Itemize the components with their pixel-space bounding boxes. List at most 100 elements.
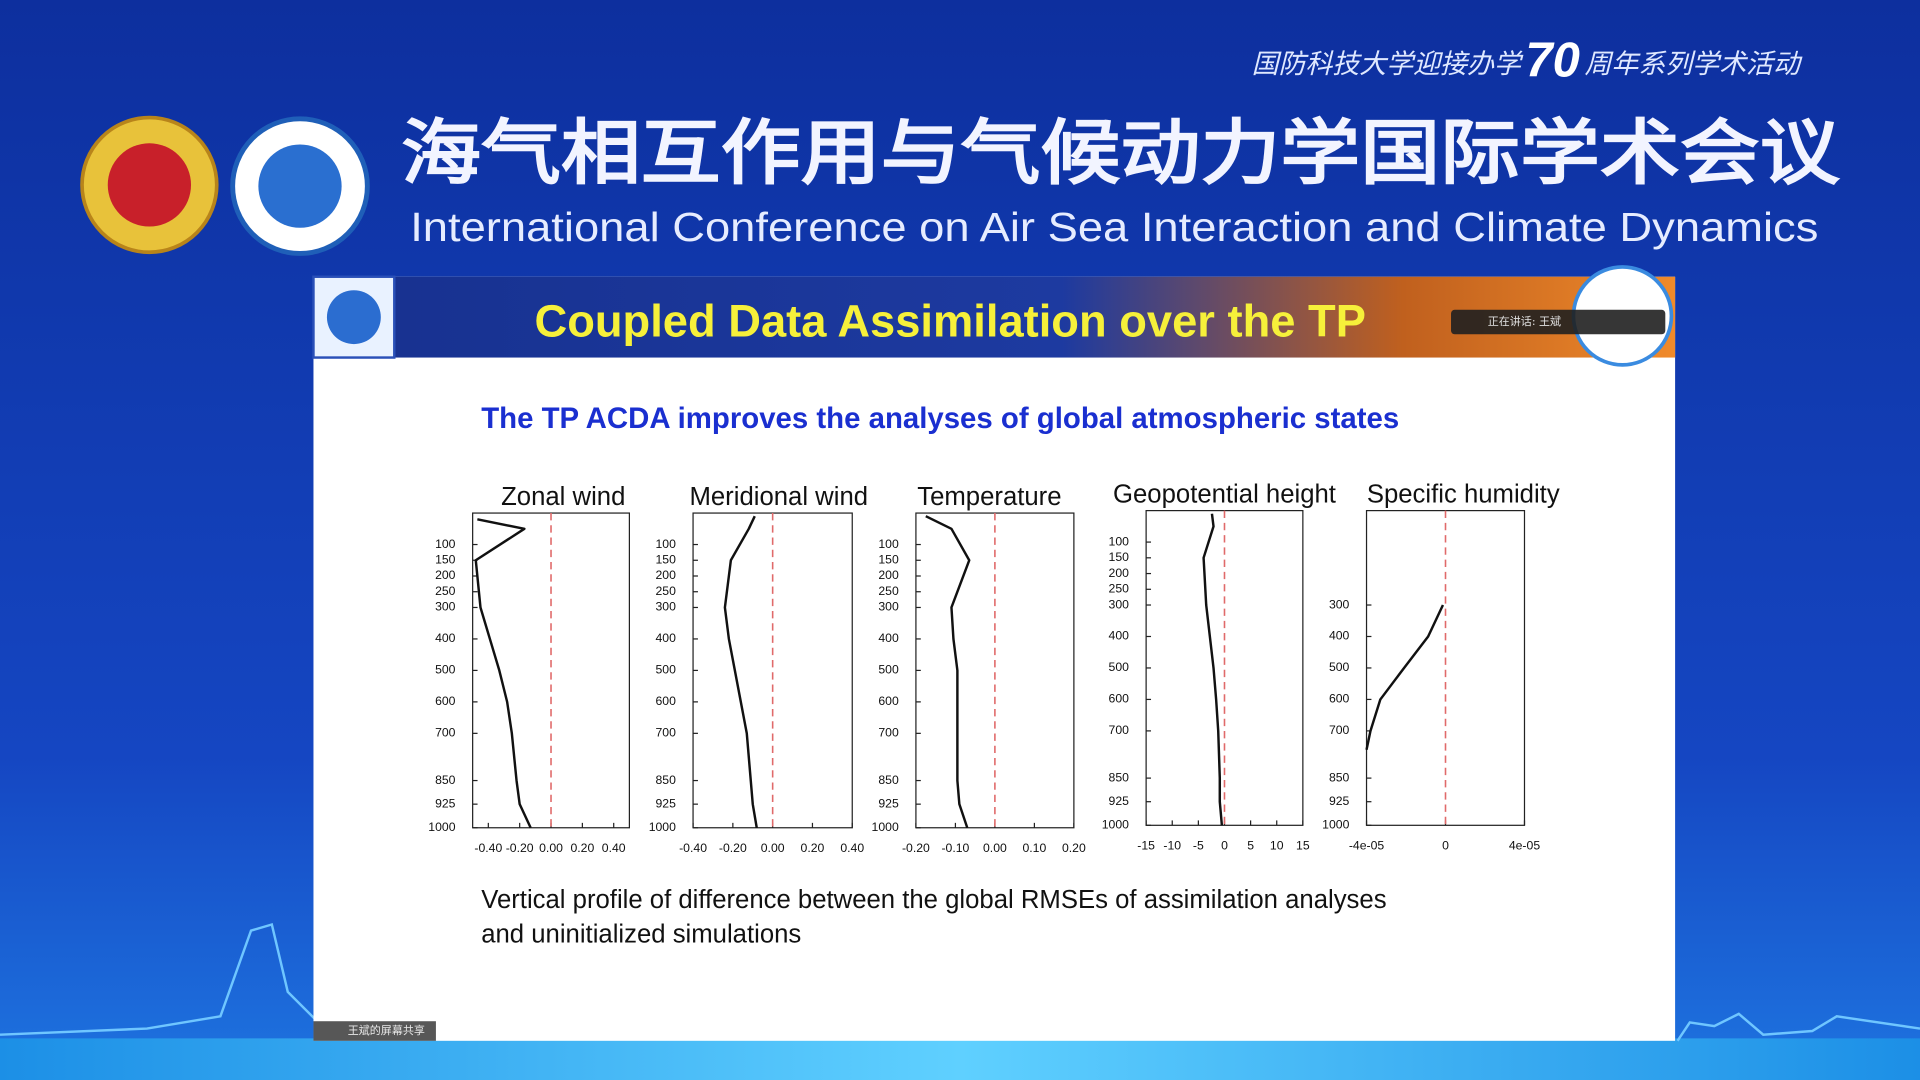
y-tick-label: 700: [878, 726, 899, 740]
y-tick-label: 600: [435, 694, 456, 708]
y-tick-label: 400: [655, 631, 676, 645]
charts: Zonal wind100150200250300400500600700850…: [428, 481, 1560, 855]
college-logo: [258, 144, 342, 228]
x-tick-label: 4e-05: [1509, 838, 1540, 852]
x-tick-label: 10: [1270, 838, 1284, 852]
x-tick-label: 0.00: [539, 841, 563, 855]
x-tick-label: -0.20: [719, 841, 747, 855]
skyline: [1676, 1012, 1920, 1042]
anniversary: 70: [1525, 34, 1579, 88]
profile-line: [723, 515, 758, 828]
x-tick-label: 0.40: [602, 841, 626, 855]
y-tick-label: 700: [655, 726, 676, 740]
y-tick-label: 850: [435, 773, 456, 787]
y-tick-label: 600: [1109, 692, 1130, 706]
y-tick-label: 300: [878, 600, 899, 614]
y-tick-label: 700: [1109, 723, 1130, 737]
x-tick-label: 0.20: [1062, 841, 1086, 855]
y-tick-label: 250: [435, 584, 456, 598]
slide-subtitle: The TP ACDA improves the analyses of glo…: [481, 402, 1399, 435]
event-text: 国防科技大学迎接办学: [1252, 49, 1524, 80]
y-tick-label: 500: [435, 663, 456, 677]
chart-title: Geopotential height: [1113, 481, 1336, 509]
x-tick-label: 0: [1221, 838, 1228, 852]
y-tick-label: 600: [655, 694, 676, 708]
y-tick-label: 1000: [649, 820, 676, 834]
y-tick-label: 600: [1329, 692, 1350, 706]
y-tick-label: 925: [435, 796, 456, 810]
y-tick-label: 100: [655, 537, 676, 551]
y-tick-label: 700: [1329, 723, 1350, 737]
caption-line: Vertical profile of difference between t…: [481, 886, 1386, 914]
footer-band: [0, 1038, 1920, 1080]
y-tick-label: 300: [1109, 597, 1130, 611]
y-tick-label: 300: [655, 600, 676, 614]
y-tick-label: 400: [1329, 629, 1350, 643]
x-tick-label: 0.10: [1022, 841, 1046, 855]
chart-title: Specific humidity: [1367, 481, 1560, 509]
y-tick-label: 925: [1109, 794, 1130, 808]
y-tick-label: 1000: [1102, 818, 1129, 832]
speaker-overlay: [1451, 309, 1666, 335]
x-tick-label: -0.20: [506, 841, 534, 855]
y-tick-label: 300: [1329, 597, 1350, 611]
slide-title: Coupled Data Assimilation over the TP: [534, 295, 1365, 346]
x-tick-label: -4e-05: [1349, 838, 1385, 852]
y-tick-label: 200: [435, 568, 456, 582]
y-tick-label: 250: [1109, 582, 1130, 596]
profile-line: [474, 518, 532, 829]
skyline: [0, 922, 368, 1036]
y-tick-label: 150: [1109, 550, 1130, 564]
y-tick-label: 850: [655, 773, 676, 787]
x-tick-label: -0.40: [474, 841, 502, 855]
profile-line: [925, 515, 971, 829]
y-tick-label: 400: [435, 631, 456, 645]
y-tick-label: 200: [655, 568, 676, 582]
x-tick-label: -0.40: [679, 841, 707, 855]
y-tick-label: 700: [435, 726, 456, 740]
y-tick-label: 850: [878, 773, 899, 787]
x-tick-label: 0.00: [983, 841, 1007, 855]
y-tick-label: 200: [1109, 566, 1130, 580]
y-tick-label: 1000: [428, 820, 455, 834]
y-tick-label: 1000: [1322, 818, 1349, 832]
x-tick-label: 5: [1247, 838, 1254, 852]
y-tick-label: 500: [655, 663, 676, 677]
y-tick-label: 600: [878, 694, 899, 708]
y-tick-label: 250: [655, 584, 676, 598]
y-tick-label: 150: [878, 552, 899, 566]
conference-title-zh: 海气相互作用与气候动力学国际学术会议: [401, 111, 1841, 195]
slide-header: [313, 276, 1676, 358]
y-tick-label: 850: [1109, 770, 1130, 784]
y-tick-label: 150: [435, 552, 456, 566]
x-tick-label: 0.40: [840, 841, 864, 855]
x-tick-label: 0: [1442, 838, 1449, 852]
y-tick-label: 925: [1329, 794, 1350, 808]
share-text: 王斌的屏幕共享: [348, 1023, 425, 1037]
y-tick-label: 300: [435, 600, 456, 614]
y-tick-label: 850: [1329, 770, 1350, 784]
y-tick-label: 100: [1109, 534, 1130, 548]
x-tick-label: 0.00: [761, 841, 785, 855]
x-tick-label: 0.20: [801, 841, 825, 855]
y-tick-label: 400: [1109, 629, 1130, 643]
slide: [313, 276, 1676, 1041]
conference-title-en: International Conference on Air Sea Inte…: [410, 204, 1818, 250]
y-tick-label: 100: [435, 537, 456, 551]
y-tick-label: 200: [878, 568, 899, 582]
y-tick-label: 500: [878, 663, 899, 677]
y-tick-label: 100: [878, 537, 899, 551]
chart-title: Meridional wind: [689, 483, 868, 511]
profile-line: [1365, 604, 1445, 751]
y-tick-label: 150: [655, 552, 676, 566]
y-tick-label: 925: [878, 796, 899, 810]
x-tick-label: -15: [1137, 838, 1155, 852]
share-overlay: [313, 1021, 436, 1041]
x-tick-label: 15: [1296, 838, 1310, 852]
slide-logo: [326, 290, 381, 345]
university-logo: [107, 143, 192, 227]
chart-title: Temperature: [917, 483, 1061, 511]
profile-line: [1202, 513, 1224, 826]
